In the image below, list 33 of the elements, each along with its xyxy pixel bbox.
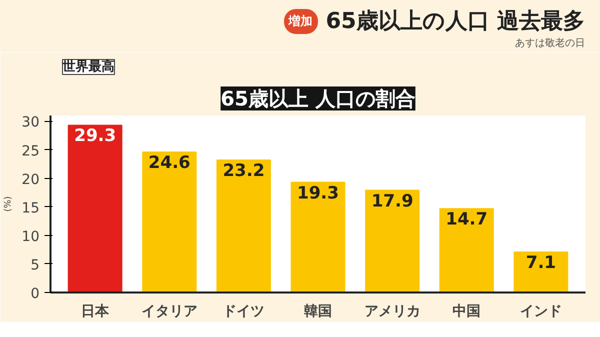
y-tick-label: 10: [22, 228, 40, 245]
x-tick-label: 日本: [81, 304, 110, 320]
bar: [514, 251, 568, 292]
bar: [68, 124, 122, 292]
data-label: 14.7: [446, 210, 488, 230]
x-tick-label: 中国: [452, 304, 481, 320]
data-label: 29.3: [74, 126, 116, 146]
bar: [290, 182, 346, 292]
data-label: 23.2: [222, 161, 265, 182]
x-tick-label: インド: [520, 304, 562, 320]
bar: [439, 208, 494, 292]
data-label: 19.3: [297, 183, 339, 204]
x-tick-label: 韓国: [304, 304, 332, 320]
text: あすは敬老の日: [514, 37, 585, 52]
bar: [365, 190, 420, 292]
y-tick-label: 5: [30, 257, 40, 274]
chart-subtitle: 65歳以上 人口の割合: [220, 86, 416, 110]
badge: 増加: [284, 9, 318, 34]
x-tick-label: イタリア: [141, 304, 198, 320]
data-label: 24.6: [148, 153, 190, 174]
x-tick-label: アメリカ: [364, 304, 420, 320]
data-label: 17.9: [371, 191, 414, 212]
chart-title: 65歳以上の人口 過去最多: [326, 8, 585, 36]
y-tick-label: 0: [30, 286, 40, 302]
x-tick-label: ドイツ: [222, 304, 265, 320]
bar: [216, 160, 271, 292]
y-tick-label: 25: [22, 143, 40, 160]
y-axis-title: (%): [4, 196, 14, 212]
y-tick-label: 30: [22, 114, 40, 131]
y-tick-label: 15: [22, 200, 40, 216]
data-label: 7.1: [526, 252, 556, 273]
y-tick-label: 20: [22, 172, 40, 188]
bar: [142, 152, 197, 292]
